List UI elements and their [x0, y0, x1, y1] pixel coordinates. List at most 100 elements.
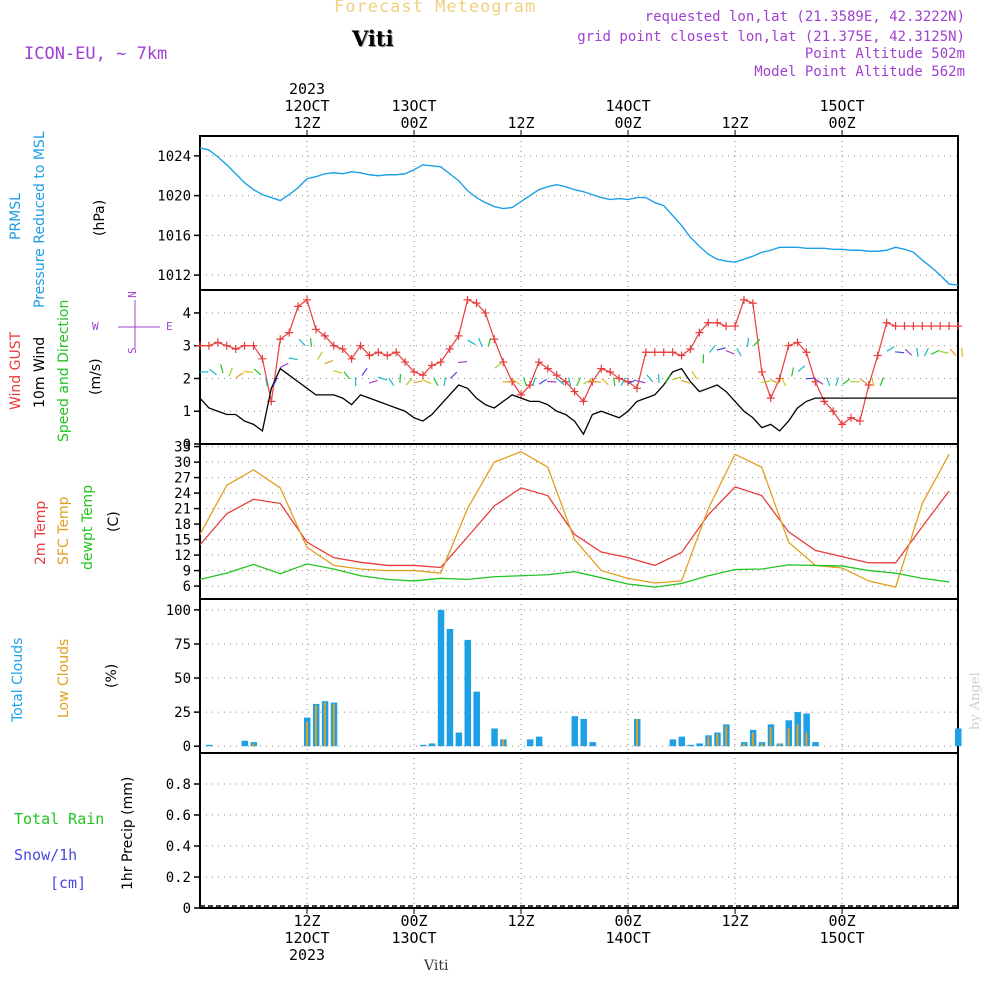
y-tick-label: 0	[183, 901, 191, 917]
gridpoint-location: grid point closest lon,lat (21.375E, 42.…	[577, 29, 965, 45]
gust-marker	[855, 417, 864, 426]
total-cloud-bar	[437, 609, 445, 747]
station-name: Viti	[352, 26, 394, 51]
gust-marker	[401, 358, 410, 367]
gust-marker	[900, 322, 909, 331]
gust-marker	[713, 318, 722, 327]
gust-marker	[410, 367, 419, 376]
time-label-top: 2023	[289, 80, 325, 98]
compass-west: W	[92, 320, 99, 333]
wind-direction-arrow	[672, 376, 682, 381]
wind-direction-arrow	[422, 379, 432, 385]
gust-marker	[936, 322, 945, 331]
wind-direction-arrow	[939, 350, 949, 354]
wind-direction-arrow	[620, 377, 626, 386]
total-cloud-bar	[580, 718, 587, 747]
wind-direction-arrow	[709, 345, 716, 353]
y-tick-label: 33	[174, 440, 191, 456]
gust-line	[200, 298, 958, 426]
panel-frame	[199, 135, 959, 291]
wind-direction-arrow	[253, 368, 262, 376]
total-cloud-bar	[241, 740, 249, 747]
wind-direction-arrow	[859, 378, 868, 385]
time-label-bottom: 12OCT	[284, 929, 329, 947]
gust-marker	[954, 322, 962, 331]
total-cloud-bar	[955, 728, 962, 747]
wind-direction-arrow	[512, 378, 521, 385]
point-altitude: Point Altitude 502m	[804, 46, 965, 62]
gust-marker	[294, 302, 303, 311]
wind-direction-arrow	[916, 347, 919, 357]
total-cloud-bar	[678, 736, 686, 747]
y-tick-label: 1012	[157, 268, 191, 284]
wind-direction-arrow	[826, 377, 831, 387]
gust-marker	[427, 361, 436, 370]
y-tick-label: 12	[174, 548, 191, 564]
wind-direction-arrow	[433, 377, 439, 386]
wind-direction-arrow	[805, 377, 815, 380]
time-label-top: 15OCT	[819, 97, 864, 115]
time-label-top: 12Z	[507, 114, 534, 132]
time-label-bottom: 00Z	[400, 912, 427, 930]
gust-marker	[615, 374, 624, 383]
time-label-bottom: 2023	[289, 946, 325, 964]
gust-marker	[686, 344, 695, 353]
wind-direction-arrow	[601, 378, 609, 386]
gust-marker	[320, 331, 329, 340]
y-tick-label: 0	[183, 739, 191, 755]
gust-marker	[766, 394, 775, 403]
wind-direction-arrow	[761, 380, 771, 384]
gust-marker	[650, 348, 659, 357]
wind-direction-arrow	[716, 347, 726, 351]
gust-marker	[677, 351, 686, 360]
wind-direction-arrow	[949, 348, 957, 357]
wind-direction-arrow	[736, 348, 742, 357]
y-tick-label: 4	[183, 306, 191, 322]
low-cloud-bar	[716, 733, 719, 747]
wind-direction-arrow	[691, 371, 698, 380]
gust-marker	[392, 348, 401, 357]
low-cloud-bar	[725, 725, 728, 747]
y-tick-label: 0.4	[166, 839, 191, 855]
wind-direction-arrow	[244, 370, 254, 373]
wind-direction-arrow	[343, 371, 350, 380]
temp-2m-line	[199, 486, 950, 569]
low-cloud-bar	[787, 728, 790, 747]
gust-marker	[472, 299, 481, 308]
wind-direction-arrow	[904, 348, 913, 356]
gust-marker	[873, 351, 882, 360]
gust-marker	[579, 397, 588, 406]
time-label-bottom: 14OCT	[605, 929, 650, 947]
gust-marker	[338, 344, 347, 353]
time-label-bottom: 12Z	[293, 912, 320, 930]
wind-direction-arrow	[309, 337, 313, 347]
gust-marker	[311, 325, 320, 334]
compass-east: E	[166, 320, 173, 333]
wind-direction-arrow	[317, 351, 323, 360]
y-tick-label: 18	[174, 517, 191, 533]
low-cloud-bar	[332, 703, 335, 747]
wind-direction-arrow	[388, 377, 395, 386]
gust-marker	[891, 322, 900, 331]
wind-direction-arrow	[746, 337, 750, 347]
total-cloud-bar	[473, 691, 480, 747]
wind-direction-arrow	[288, 357, 298, 361]
wind-direction-arrow	[791, 367, 795, 377]
total-cloud-bar	[464, 639, 472, 747]
low-cloud-bar	[805, 732, 808, 747]
time-label-bottom: 13OCT	[391, 929, 436, 947]
gust-marker	[329, 341, 338, 350]
gust-marker	[641, 348, 650, 357]
total-cloud-bar	[535, 736, 543, 747]
gust-marker	[846, 413, 855, 422]
y-tick-label: 75	[174, 637, 191, 653]
wind-direction-arrow	[930, 349, 940, 355]
time-label-bottom: 00Z	[615, 912, 642, 930]
precip-label-cm: [cm]	[50, 874, 87, 892]
gust-marker	[499, 358, 508, 367]
gust-marker	[632, 384, 641, 393]
wind-direction-arrow	[413, 380, 423, 384]
gust-marker	[659, 348, 668, 357]
wind-direction-arrow	[405, 377, 413, 386]
low-cloud-bar	[502, 739, 505, 747]
